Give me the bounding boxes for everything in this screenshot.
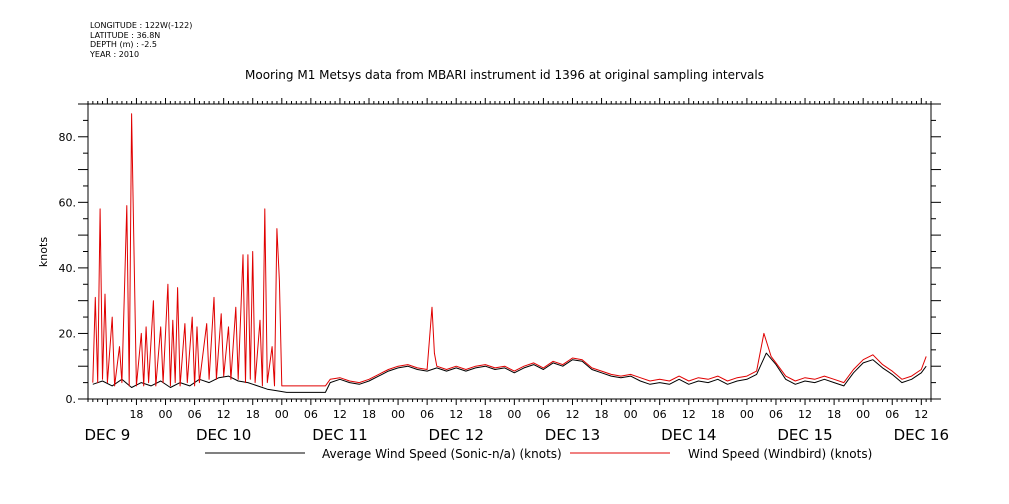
y-tick-label: 0. xyxy=(66,393,77,406)
x-hour-label: 06 xyxy=(885,408,899,421)
station-metadata: LONGITUDE : 122W(-122) LATITUDE : 36.8N … xyxy=(90,21,192,59)
x-day-label: DEC 12 xyxy=(429,426,484,444)
x-hour-label: 18 xyxy=(478,408,492,421)
x-day-label: DEC 14 xyxy=(661,426,716,444)
x-hour-label: 00 xyxy=(507,408,521,421)
x-hour-label: 18 xyxy=(362,408,376,421)
x-hour-label: 06 xyxy=(188,408,202,421)
y-tick-label: 60. xyxy=(59,196,77,209)
y-tick-label: 40. xyxy=(59,262,77,275)
plot-frame xyxy=(87,103,932,400)
legend-label-windbird: Wind Speed (Windbird) (knots) xyxy=(688,447,872,461)
x-hour-label: 12 xyxy=(914,408,928,421)
x-hour-label: 00 xyxy=(159,408,173,421)
x-hour-label: 06 xyxy=(304,408,318,421)
x-day-label: DEC 11 xyxy=(312,426,367,444)
x-hour-label: 18 xyxy=(711,408,725,421)
series-layer xyxy=(92,113,927,393)
y-tick-label: 80. xyxy=(59,131,77,144)
year-label: YEAR : 2010 xyxy=(90,49,140,59)
x-day-label: DEC 13 xyxy=(545,426,600,444)
x-hour-label: 00 xyxy=(624,408,638,421)
x-hour-label: 18 xyxy=(246,408,260,421)
legend: Average Wind Speed (Sonic-n/a) (knots) W… xyxy=(205,447,872,461)
x-hour-label: 00 xyxy=(740,408,754,421)
axis-ticks xyxy=(78,98,941,405)
depth-label: DEPTH (m) : -2.5 xyxy=(90,40,157,49)
x-hour-label: 00 xyxy=(391,408,405,421)
y-tick-label: 20. xyxy=(59,327,77,340)
series-line-average-wind xyxy=(92,352,927,393)
x-day-label: DEC 10 xyxy=(196,426,251,444)
x-hour-label: 12 xyxy=(682,408,696,421)
x-hour-label: 00 xyxy=(856,408,870,421)
x-hour-label: 00 xyxy=(275,408,289,421)
chart-title: Mooring M1 Metsys data from MBARI instru… xyxy=(245,68,764,82)
x-hour-label: 12 xyxy=(333,408,347,421)
x-day-label: DEC 9 xyxy=(84,426,130,444)
x-hour-label: 06 xyxy=(769,408,783,421)
latitude-label: LATITUDE : 36.8N xyxy=(90,30,161,40)
x-day-label: DEC 16 xyxy=(894,426,949,444)
x-hour-label: 06 xyxy=(653,408,667,421)
x-hour-label: 12 xyxy=(798,408,812,421)
x-hour-label: 06 xyxy=(420,408,434,421)
x-hour-label: 12 xyxy=(217,408,231,421)
series-line-windbird xyxy=(92,113,927,387)
legend-label-average-wind: Average Wind Speed (Sonic-n/a) (knots) xyxy=(322,447,562,461)
x-hour-label: 12 xyxy=(565,408,579,421)
x-hour-label: 18 xyxy=(129,408,143,421)
axis-labels: 0. 20. 40. 60. 80. 18 00 06 12 18 00 06 12 18 00 06 12 18… xyxy=(59,131,949,444)
y-axis-label: knots xyxy=(37,237,50,267)
x-hour-label: 06 xyxy=(536,408,550,421)
x-day-label: DEC 15 xyxy=(777,426,832,444)
x-hour-label: 12 xyxy=(449,408,463,421)
x-hour-label: 18 xyxy=(595,408,609,421)
x-hour-label: 18 xyxy=(827,408,841,421)
longitude-label: LONGITUDE : 122W(-122) xyxy=(90,21,193,30)
